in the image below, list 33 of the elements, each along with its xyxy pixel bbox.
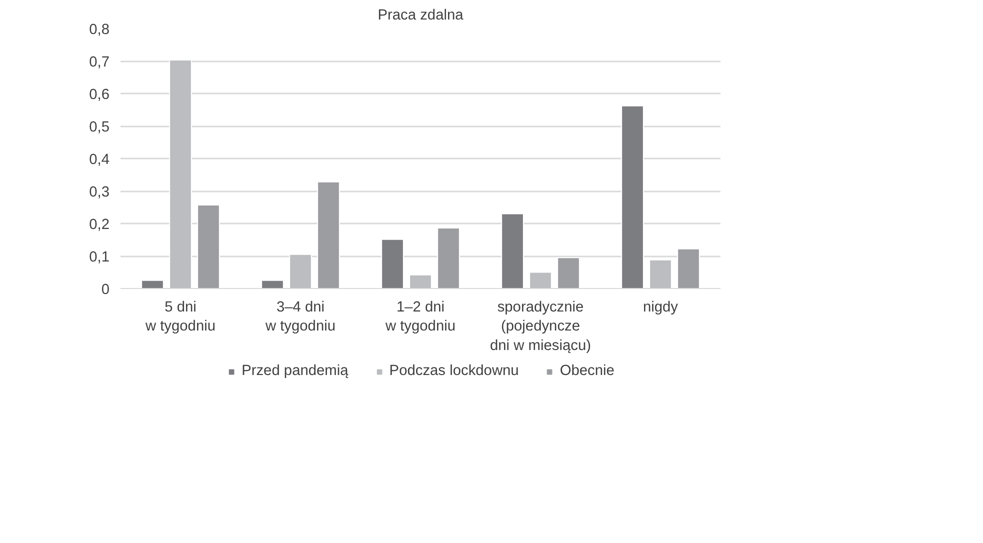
y-tick-label: 0,7 [89,54,110,70]
y-tick-label: 0 [101,282,110,298]
bar [289,254,312,288]
chart-title: Praca zdalna [378,8,464,24]
y-tick-label: 0,2 [89,217,110,233]
y-tick-label: 0,5 [89,120,110,136]
bar [261,280,284,288]
bar [557,257,580,288]
x-tick-label: 5 dni w tygodniu [144,300,216,335]
bar [621,105,644,288]
y-tick-label: 0,8 [89,22,110,38]
bar [409,274,432,288]
bar [141,280,164,288]
y-tick-label: 0,1 [89,250,110,266]
bar [197,204,220,288]
bar [169,60,192,288]
bar [677,248,700,288]
y-tick-label: 0,4 [89,152,110,168]
legend-label: Przed pandemią [242,363,348,379]
bar [317,181,340,288]
x-tick-label: 1–2 dni w tygodniu [384,300,456,335]
x-tick-label: 3–4 dni w tygodniu [264,300,336,335]
legend-label: Podczas lockdownu [389,363,519,379]
y-tick-label: 0,6 [89,87,110,103]
bar [437,228,460,288]
bar [529,272,552,288]
y-tick-label: 0,3 [89,184,110,200]
x-tick-label: sporadycznie (pojedyncze dni w miesiącu) [490,300,591,354]
legend-label: Obecnie [560,363,614,379]
bar [381,238,404,288]
x-tick-label: nigdy [642,300,679,316]
bar [501,213,524,288]
bar [649,259,672,288]
